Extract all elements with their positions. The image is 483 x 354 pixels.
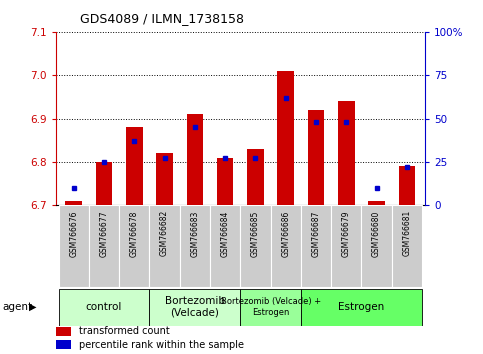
Bar [301, 289, 422, 326]
Text: Bortezomib
(Velcade): Bortezomib (Velcade) [165, 296, 225, 318]
Bar [65, 201, 82, 205]
Bar [277, 71, 294, 205]
Text: GSM766683: GSM766683 [190, 210, 199, 257]
Text: GSM766679: GSM766679 [342, 210, 351, 257]
Bar [56, 340, 71, 349]
Text: GDS4089 / ILMN_1738158: GDS4089 / ILMN_1738158 [80, 12, 244, 25]
Text: ▶: ▶ [29, 302, 37, 312]
FancyBboxPatch shape [58, 205, 89, 287]
Bar [398, 166, 415, 205]
FancyBboxPatch shape [89, 205, 119, 287]
Bar [156, 153, 173, 205]
Bar [56, 327, 71, 336]
FancyBboxPatch shape [149, 205, 180, 287]
FancyBboxPatch shape [361, 205, 392, 287]
Text: GSM766676: GSM766676 [69, 210, 78, 257]
Bar [149, 289, 241, 326]
Text: Bortezomib (Velcade) +
Estrogen: Bortezomib (Velcade) + Estrogen [221, 297, 321, 317]
Bar [241, 289, 301, 326]
Text: GSM766687: GSM766687 [312, 210, 321, 257]
FancyBboxPatch shape [301, 205, 331, 287]
Text: transformed count: transformed count [79, 326, 170, 336]
Bar [247, 149, 264, 205]
Bar [217, 158, 233, 205]
FancyBboxPatch shape [331, 205, 361, 287]
Text: control: control [86, 302, 122, 312]
FancyBboxPatch shape [241, 205, 270, 287]
FancyBboxPatch shape [180, 205, 210, 287]
Bar [338, 101, 355, 205]
Text: GSM766686: GSM766686 [281, 210, 290, 257]
FancyBboxPatch shape [119, 205, 149, 287]
Text: GSM766682: GSM766682 [160, 210, 169, 256]
Text: GSM766680: GSM766680 [372, 210, 381, 257]
Text: GSM766677: GSM766677 [99, 210, 109, 257]
Bar [126, 127, 142, 205]
Bar [308, 110, 325, 205]
Bar [186, 114, 203, 205]
FancyBboxPatch shape [392, 205, 422, 287]
Text: GSM766684: GSM766684 [221, 210, 229, 257]
Bar [96, 162, 113, 205]
Bar [58, 289, 149, 326]
Text: GSM766681: GSM766681 [402, 210, 412, 256]
Bar [368, 201, 385, 205]
Text: agent: agent [2, 302, 32, 312]
Text: GSM766678: GSM766678 [130, 210, 139, 257]
Text: percentile rank within the sample: percentile rank within the sample [79, 340, 244, 350]
Text: GSM766685: GSM766685 [251, 210, 260, 257]
FancyBboxPatch shape [270, 205, 301, 287]
Text: Estrogen: Estrogen [338, 302, 384, 312]
FancyBboxPatch shape [210, 205, 241, 287]
